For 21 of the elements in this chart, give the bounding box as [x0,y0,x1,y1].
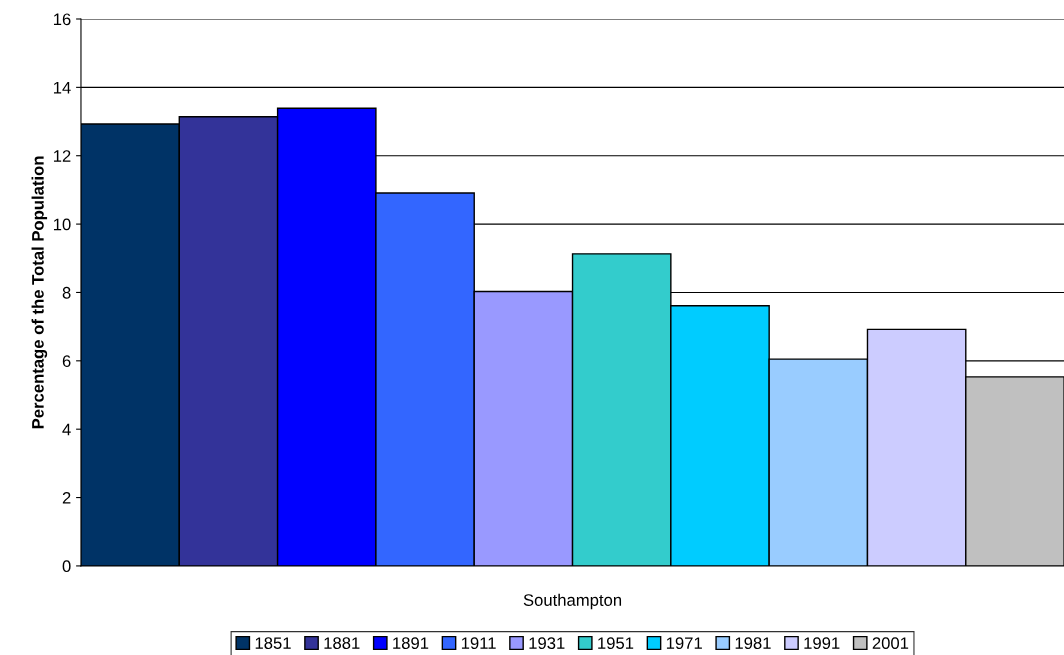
y-tick-label: 10 [53,218,71,231]
y-tick-label: 12 [53,150,71,162]
legend-label: 1971 [666,637,702,650]
y-tick-label: 2 [62,491,71,504]
legend-label: 1851 [255,637,291,650]
legend-label: 1881 [324,637,360,650]
y-tick-label: 0 [62,560,71,573]
legend-label: 1891 [393,637,429,650]
legend-label: 1911 [461,637,496,650]
y-tick-label: 8 [62,286,71,299]
legend-label: 1931 [529,637,565,650]
legend-label: 1951 [598,637,634,650]
y-tick-label: 4 [62,423,71,436]
y-axis-title: Percentage of the Total Population [31,156,48,429]
x-tick-label: Southampton [523,593,622,610]
y-tick-label: 16 [53,13,71,26]
legend-label: 2001 [872,637,909,650]
legend-label: 1981 [735,637,771,650]
y-tick-label: 6 [62,355,71,368]
legend-label: 1991 [804,637,840,650]
y-tick-label: 14 [53,81,71,94]
